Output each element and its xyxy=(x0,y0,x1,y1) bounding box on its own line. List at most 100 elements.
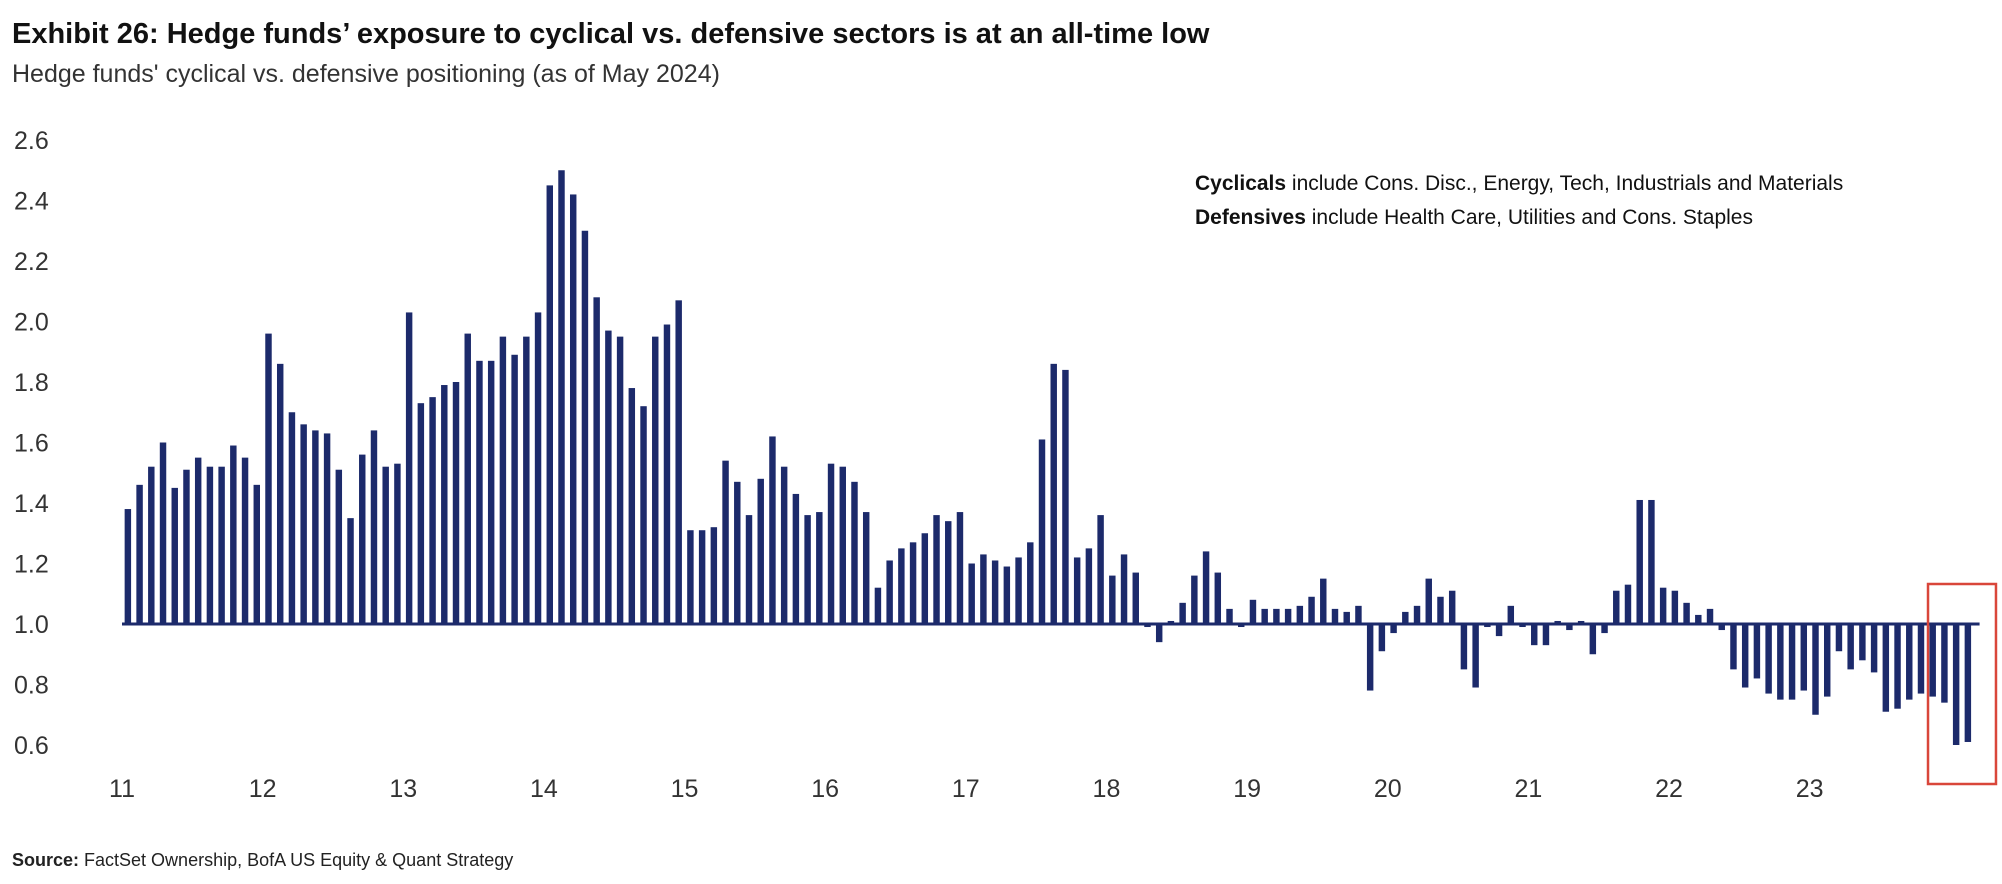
bar xyxy=(652,336,659,625)
bar xyxy=(312,430,319,624)
bar xyxy=(1624,584,1632,624)
bar xyxy=(1214,572,1222,624)
bar xyxy=(1952,624,1960,745)
bar xyxy=(1577,620,1585,624)
bar xyxy=(323,433,331,624)
bar xyxy=(1859,624,1866,661)
bar xyxy=(1050,363,1057,624)
bar xyxy=(569,194,577,624)
bar xyxy=(1671,590,1679,624)
bar xyxy=(1847,624,1854,670)
x-tick-label: 16 xyxy=(811,775,839,803)
bar xyxy=(1870,624,1878,673)
bar xyxy=(464,333,471,624)
bar xyxy=(1132,572,1139,624)
bar xyxy=(1027,542,1034,624)
bar xyxy=(1706,608,1714,625)
bar xyxy=(370,430,378,624)
bar xyxy=(1284,608,1292,625)
bar xyxy=(511,354,518,624)
annotation-line-2-bold: Defensives xyxy=(1195,206,1306,229)
bar xyxy=(1015,557,1022,624)
annotation-line-2: Defensives include Health Care, Utilitie… xyxy=(1195,206,1753,229)
bar xyxy=(1472,624,1479,688)
bar xyxy=(1144,624,1151,628)
source-label: Source: xyxy=(12,850,80,870)
bar xyxy=(1003,566,1011,624)
bar xyxy=(194,457,202,625)
bar xyxy=(1753,624,1761,679)
bar xyxy=(1589,624,1597,655)
bar xyxy=(1155,624,1163,643)
bar xyxy=(1730,624,1737,670)
bar xyxy=(417,403,425,624)
bar xyxy=(605,330,612,624)
bar xyxy=(945,521,952,624)
bar xyxy=(1964,624,1972,742)
bar xyxy=(276,363,284,624)
bar xyxy=(1917,624,1925,694)
x-tick-label: 13 xyxy=(389,775,417,803)
bar xyxy=(1718,624,1725,631)
bar xyxy=(1765,624,1772,694)
bar xyxy=(487,360,495,624)
bar xyxy=(1378,624,1386,652)
bar xyxy=(757,478,764,624)
x-tick-label: 18 xyxy=(1093,775,1121,803)
bar xyxy=(499,336,507,625)
bar xyxy=(523,336,530,625)
bar xyxy=(968,563,975,624)
bar xyxy=(1495,624,1503,637)
bar xyxy=(452,382,460,624)
y-tick-label: 2.2 xyxy=(14,248,49,276)
bar xyxy=(1167,620,1175,624)
bar xyxy=(816,512,823,624)
bar xyxy=(1085,548,1093,625)
bar xyxy=(1460,624,1468,670)
chart-subtitle: Hedge funds' cyclical vs. defensive posi… xyxy=(12,60,720,88)
bar xyxy=(171,487,178,625)
bar xyxy=(839,466,846,624)
bar xyxy=(1894,624,1901,709)
x-tick-label: 11 xyxy=(109,775,135,803)
bar xyxy=(1824,624,1831,697)
bar xyxy=(1261,608,1268,625)
y-axis-ticks: 2.6 2.4 2.2 2.0 1.8 1.6 1.4 1.2 1.0 0.8 0.6 xyxy=(14,127,49,760)
bar xyxy=(886,560,893,624)
bar xyxy=(1531,624,1538,646)
bar xyxy=(745,515,753,624)
x-tick-label: 21 xyxy=(1514,775,1542,803)
bar xyxy=(1402,611,1409,624)
bar xyxy=(780,466,788,624)
bar xyxy=(616,336,624,625)
bar xyxy=(288,412,296,624)
bar xyxy=(956,512,964,624)
bar xyxy=(1788,624,1796,700)
bar xyxy=(1073,557,1081,624)
bar xyxy=(687,530,694,624)
bar xyxy=(991,560,999,624)
x-tick-label: 22 xyxy=(1655,775,1683,803)
bar xyxy=(1648,499,1655,624)
x-tick-label: 15 xyxy=(671,775,699,803)
bar xyxy=(1097,515,1104,624)
bar xyxy=(136,484,143,624)
y-tick-label: 2.6 xyxy=(14,127,49,155)
x-tick-label: 14 xyxy=(530,775,558,803)
bar xyxy=(581,230,589,624)
bar xyxy=(804,515,811,624)
bar xyxy=(1038,439,1046,624)
bar xyxy=(300,424,307,624)
bar-series xyxy=(124,170,1972,745)
bar xyxy=(1929,624,1936,697)
source-text: FactSet Ownership, BofA US Equity & Quan… xyxy=(79,850,514,870)
bar xyxy=(722,460,729,624)
bar xyxy=(1812,624,1819,715)
bar xyxy=(347,518,354,625)
bar xyxy=(1343,611,1350,624)
bar xyxy=(159,442,167,624)
x-tick-label: 23 xyxy=(1796,775,1824,803)
y-tick-label: 1.0 xyxy=(14,611,49,639)
bar xyxy=(640,406,647,624)
